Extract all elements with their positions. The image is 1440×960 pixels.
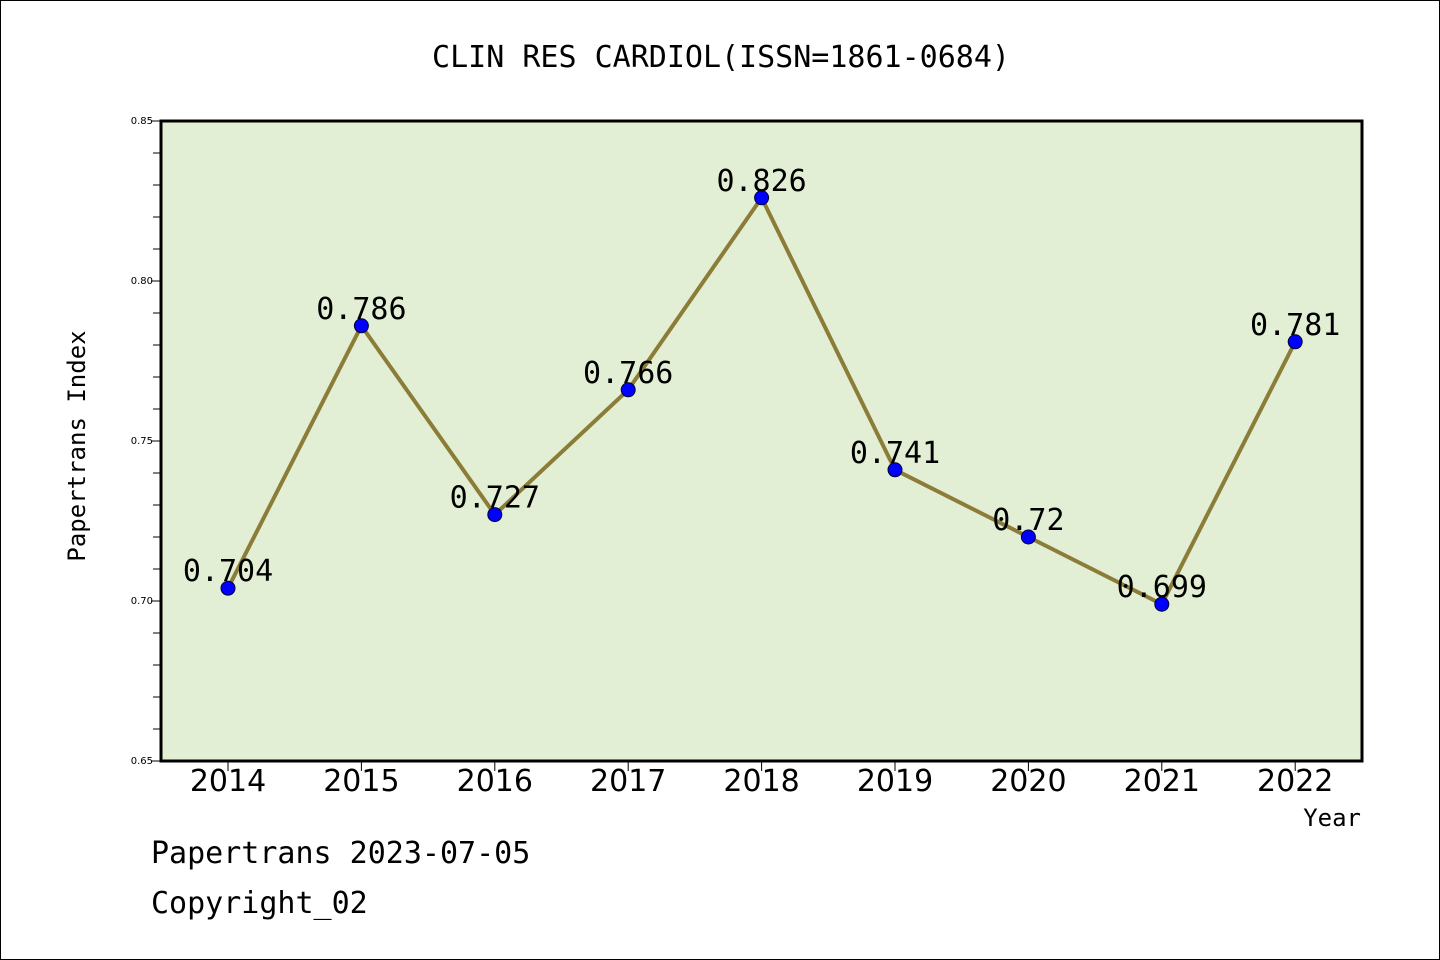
y-tick-label: 0.70 bbox=[131, 596, 153, 607]
data-point bbox=[1020, 529, 1036, 545]
chart-title: CLIN RES CARDIOL(ISSN=1861-0684) bbox=[432, 40, 1010, 75]
y-tick-label: 0.65 bbox=[131, 756, 153, 767]
plot-border bbox=[159, 119, 1364, 763]
data-points bbox=[220, 190, 1303, 612]
plot-area bbox=[161, 121, 1362, 761]
x-tick-label: 2022 bbox=[1257, 764, 1333, 799]
data-point bbox=[353, 318, 369, 334]
x-axis-label: Year bbox=[1303, 804, 1361, 832]
x-tick-label: 2018 bbox=[723, 764, 799, 799]
x-tick-label: 2021 bbox=[1124, 764, 1200, 799]
data-label: 0.699 bbox=[1117, 570, 1207, 605]
footer-source: Papertrans 2023-07-05 bbox=[151, 836, 531, 871]
data-label: 0.741 bbox=[850, 436, 940, 471]
data-label: 0.781 bbox=[1250, 308, 1340, 343]
data-label: 0.72 bbox=[992, 503, 1064, 538]
y-axis: 0.65 0.70 0.75 0.80 0.85 bbox=[131, 116, 161, 767]
y-axis-label: Papertrans Index bbox=[63, 330, 91, 561]
x-tick-label: 2016 bbox=[457, 764, 533, 799]
data-label: 0.826 bbox=[716, 164, 806, 199]
data-point bbox=[887, 462, 903, 478]
data-labels: 0.704 0.786 0.727 0.766 0.826 0.741 0.72 0.699 0… bbox=[183, 164, 1341, 605]
y-tick-label: 0.80 bbox=[131, 276, 153, 287]
data-point bbox=[620, 382, 636, 398]
data-point bbox=[754, 190, 770, 206]
data-label: 0.766 bbox=[583, 356, 673, 391]
x-tick-label: 2017 bbox=[590, 764, 666, 799]
data-point bbox=[1154, 596, 1170, 612]
x-tick-label: 2020 bbox=[990, 764, 1066, 799]
data-point bbox=[220, 580, 236, 596]
data-label: 0.786 bbox=[316, 292, 406, 327]
data-label: 0.727 bbox=[450, 481, 540, 516]
x-tick-label: 2019 bbox=[857, 764, 933, 799]
y-tick-label: 0.75 bbox=[131, 436, 153, 447]
data-label: 0.704 bbox=[183, 554, 273, 589]
x-tick-label: 2015 bbox=[323, 764, 399, 799]
x-tick-label: 2014 bbox=[190, 764, 266, 799]
y-tick-label: 0.85 bbox=[131, 116, 153, 127]
data-point bbox=[487, 507, 503, 523]
data-point bbox=[1287, 334, 1303, 350]
x-axis: 2014 2015 2016 2017 2018 2019 2020 2021 2022 bbox=[190, 761, 1333, 799]
footer-copyright: Copyright_02 bbox=[151, 886, 368, 921]
